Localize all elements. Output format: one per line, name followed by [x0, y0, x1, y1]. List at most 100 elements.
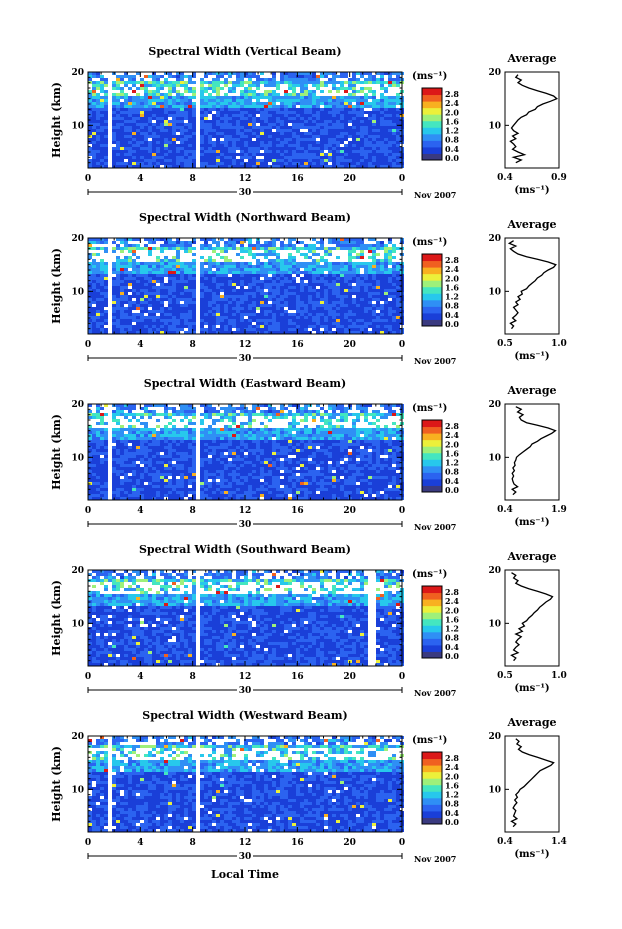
avg-y-tick-label: 10	[488, 453, 501, 463]
x-tick-label: 20	[343, 838, 356, 848]
x-tick-label: 4	[137, 672, 143, 682]
colorbar-tick-label: 2.8	[445, 255, 459, 265]
colorbar-swatch	[422, 153, 442, 161]
x-tick-label: 20	[343, 174, 356, 184]
colorbar-swatch	[422, 765, 442, 773]
colorbar-swatch	[422, 120, 442, 128]
y-tick-label: 10	[71, 121, 84, 131]
y-tick-label: 20	[71, 68, 84, 78]
panel-title: Spectral Width (Northward Beam)	[139, 211, 351, 224]
colorbar-tick-label: 2.4	[445, 596, 459, 606]
unit-label: (ms⁻¹)	[412, 71, 447, 82]
colorbar-swatch	[422, 433, 442, 441]
heatmap	[88, 404, 404, 500]
unit-label: (ms⁻¹)	[412, 569, 447, 580]
colorbar-swatch	[422, 592, 442, 600]
y-axis-label: Height (km)	[50, 414, 63, 490]
colorbar-swatch	[422, 107, 442, 115]
avg-x-tick-label: 0.4	[497, 173, 513, 183]
average-profile-line	[509, 74, 559, 164]
colorbar-swatch	[422, 133, 442, 141]
y-tick-label: 10	[71, 287, 84, 297]
avg-x-tick-label: 0.5	[497, 339, 513, 349]
colorbar-swatch	[422, 778, 442, 786]
colorbar-tick-label: 2.0	[445, 605, 459, 615]
x-tick-label: 0	[399, 838, 405, 848]
colorbar-swatch	[422, 651, 442, 659]
x-tick-label: 0	[399, 174, 405, 184]
colorbar-tick-label: 1.2	[445, 458, 459, 468]
colorbar-tick-label: 2.4	[445, 762, 459, 772]
panel-2: Spectral Width (Northward Beam) 20 10 Heigh…	[50, 211, 567, 366]
colorbar-swatch	[422, 146, 442, 154]
average-title: Average	[506, 52, 556, 65]
colorbar-tick-label: 0.8	[445, 467, 459, 477]
panel-3: Spectral Width (Eastward Beam) 20 10 Height…	[50, 377, 567, 532]
colorbar-swatch	[422, 797, 442, 805]
colorbar-swatch	[422, 631, 442, 639]
colorbar-swatch	[422, 465, 442, 473]
colorbar-swatch	[422, 472, 442, 480]
average-profile-line	[510, 738, 555, 828]
x-tick-label: 16	[291, 672, 304, 682]
colorbar-swatch	[422, 280, 442, 288]
heatmap	[88, 72, 404, 168]
avg-x-tick-label: 1.9	[551, 505, 567, 515]
y-axis-label: Height (km)	[50, 248, 63, 324]
average-title: Average	[506, 550, 556, 563]
colorbar-swatch	[422, 140, 442, 148]
avg-y-tick-label: 20	[488, 732, 501, 742]
avg-x-tick-label: 0.5	[497, 671, 513, 681]
x-tick-label: 8	[190, 672, 196, 682]
avg-y-tick-label: 20	[488, 566, 501, 576]
colorbar-swatch	[422, 114, 442, 122]
y-tick-label: 10	[71, 453, 84, 463]
colorbar-swatch	[422, 758, 442, 766]
x-tick-label: 8	[190, 340, 196, 350]
colorbar-tick-label: 2.4	[445, 264, 459, 274]
colorbar-swatch	[422, 817, 442, 825]
colorbar-tick-label: 2.0	[445, 273, 459, 283]
date-label: Nov 2007	[414, 522, 456, 532]
x-tick-label: 16	[291, 340, 304, 350]
x-tick-label: 0	[399, 340, 405, 350]
colorbar-swatch	[422, 752, 442, 760]
x-tick-label: 12	[239, 672, 252, 682]
avg-y-tick-label: 20	[488, 400, 501, 410]
heatmap	[88, 736, 404, 832]
x-tick-label: 12	[239, 838, 252, 848]
colorbar-swatch	[422, 260, 442, 268]
colorbar-tick-label: 0.8	[445, 301, 459, 311]
colorbar-swatch	[422, 625, 442, 633]
colorbar-swatch	[422, 784, 442, 792]
panel-5: Spectral Width (Westward Beam) 20 10 Height…	[50, 709, 567, 864]
average-profile-line	[510, 406, 557, 496]
average-panel: Average 20 10 0.5 1.0(ms⁻¹)	[488, 550, 566, 694]
colorbar-tick-label: 0.8	[445, 135, 459, 145]
colorbar-swatch	[422, 94, 442, 102]
colorbar-swatch	[422, 452, 442, 460]
y-tick-label: 20	[71, 566, 84, 576]
colorbar-swatch	[422, 644, 442, 652]
average-title: Average	[506, 384, 556, 397]
avg-x-tick-label: 0.4	[497, 505, 513, 515]
colorbar-tick-label: 2.8	[445, 587, 459, 597]
colorbar-tick-label: 2.8	[445, 753, 459, 763]
colorbar-swatch	[422, 286, 442, 294]
x-tick-label: 4	[137, 340, 143, 350]
average-panel: Average 20 10 0.4 1.9(ms⁻¹)	[488, 384, 566, 528]
heatmap	[88, 238, 404, 334]
date-label: Nov 2007	[414, 190, 456, 200]
y-tick-label: 20	[71, 732, 84, 742]
colorbar-tick-label: 2.4	[445, 98, 459, 108]
colorbar-swatch	[422, 439, 442, 447]
colorbar-tick-label: 2.8	[445, 89, 459, 99]
colorbar	[421, 87, 443, 161]
colorbar-swatch	[422, 299, 442, 307]
colorbar-tick-label: 0.4	[445, 808, 459, 818]
colorbar-tick-label: 0.4	[445, 476, 459, 486]
colorbar-tick-label: 0.4	[445, 144, 459, 154]
x-tick-label: 0	[399, 506, 405, 516]
colorbar-swatch	[422, 101, 442, 109]
